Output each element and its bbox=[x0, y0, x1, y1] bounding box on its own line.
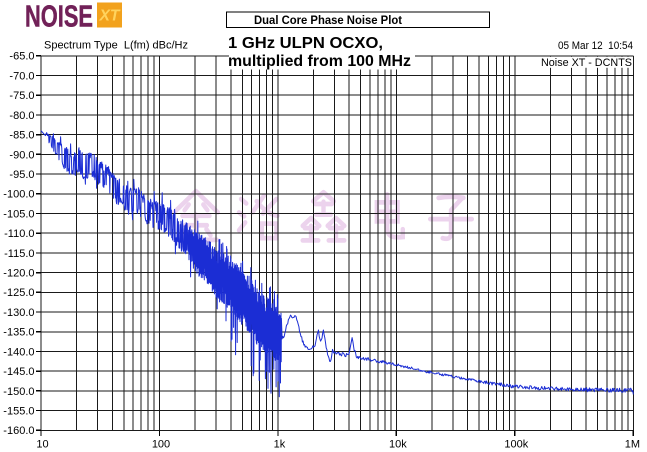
svg-text:-155.0: -155.0 bbox=[3, 406, 34, 418]
svg-text:100k: 100k bbox=[504, 439, 528, 451]
svg-text:-135.0: -135.0 bbox=[3, 327, 34, 339]
svg-text:-75.0: -75.0 bbox=[9, 90, 34, 102]
svg-text:-100.0: -100.0 bbox=[3, 189, 34, 201]
svg-text:-90.0: -90.0 bbox=[9, 149, 34, 161]
svg-text:1 GHz ULPN OCXO,: 1 GHz ULPN OCXO, bbox=[228, 35, 383, 52]
svg-text:-115.0: -115.0 bbox=[4, 248, 34, 260]
svg-text:10k: 10k bbox=[389, 439, 407, 451]
svg-text:multiplied from 100 MHz: multiplied from 100 MHz bbox=[228, 53, 411, 70]
svg-text:10: 10 bbox=[36, 439, 48, 451]
svg-text:-145.0: -145.0 bbox=[3, 366, 34, 378]
svg-text:NOISE: NOISE bbox=[25, 0, 93, 34]
svg-text:05 Mar 12 10:54: 05 Mar 12 10:54 bbox=[558, 40, 633, 52]
svg-text:-130.0: -130.0 bbox=[3, 307, 34, 319]
svg-text:-80.0: -80.0 bbox=[9, 110, 34, 122]
svg-text:Dual Core Phase Noise Plot: Dual Core Phase Noise Plot bbox=[254, 13, 402, 27]
svg-text:-160.0: -160.0 bbox=[3, 425, 34, 437]
svg-text:-140.0: -140.0 bbox=[3, 346, 34, 358]
svg-text:-110.0: -110.0 bbox=[4, 228, 34, 240]
svg-text:1k: 1k bbox=[274, 439, 286, 451]
svg-text:-150.0: -150.0 bbox=[3, 386, 34, 398]
svg-text:-105.0: -105.0 bbox=[3, 208, 34, 220]
svg-text:1M: 1M bbox=[625, 439, 640, 451]
svg-text:-65.0: -65.0 bbox=[9, 51, 34, 63]
svg-text:-125.0: -125.0 bbox=[3, 287, 34, 299]
svg-text:-70.0: -70.0 bbox=[9, 70, 34, 82]
svg-text:100: 100 bbox=[152, 439, 170, 451]
svg-text:Noise XT - DCNTS: Noise XT - DCNTS bbox=[541, 57, 632, 69]
svg-text:-120.0: -120.0 bbox=[3, 268, 34, 280]
svg-text:Spectrum Type L(fm) dBc/Hz: Spectrum Type L(fm) dBc/Hz bbox=[44, 40, 188, 52]
svg-text:-95.0: -95.0 bbox=[9, 169, 34, 181]
svg-text:XT: XT bbox=[99, 8, 121, 25]
svg-text:-85.0: -85.0 bbox=[9, 130, 34, 142]
